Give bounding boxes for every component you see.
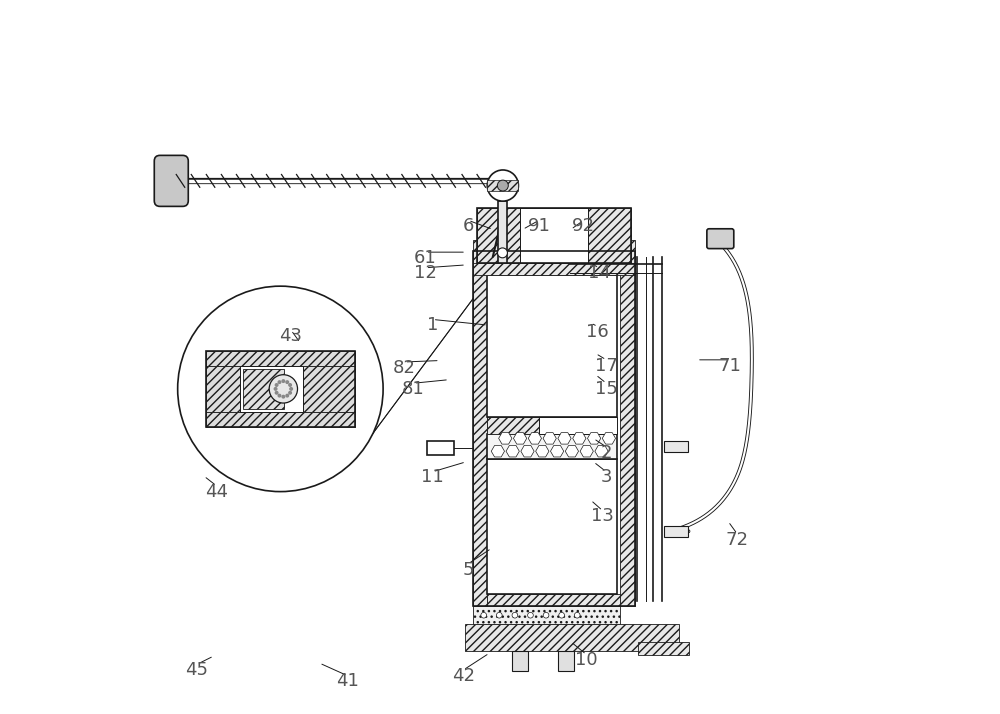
Bar [473, 251, 487, 606]
Circle shape [497, 180, 508, 191]
Bar [477, 208, 520, 263]
Circle shape [282, 380, 285, 383]
Bar [487, 416, 539, 434]
Text: 41: 41 [336, 673, 359, 690]
Circle shape [286, 394, 289, 397]
Circle shape [278, 394, 281, 397]
Text: 43: 43 [280, 327, 303, 345]
Circle shape [574, 613, 580, 618]
Text: 11: 11 [421, 468, 444, 486]
Text: 44: 44 [205, 483, 228, 501]
Circle shape [512, 613, 518, 618]
Circle shape [286, 381, 289, 383]
Text: 72: 72 [726, 531, 749, 549]
Circle shape [543, 613, 549, 618]
Circle shape [278, 381, 281, 383]
Text: 5: 5 [462, 560, 474, 578]
FancyBboxPatch shape [707, 228, 734, 248]
Circle shape [289, 383, 291, 386]
Text: 81: 81 [402, 380, 425, 398]
Circle shape [274, 388, 277, 390]
Text: 82: 82 [393, 358, 416, 376]
Circle shape [275, 383, 278, 386]
Bar [487, 459, 617, 593]
Circle shape [269, 375, 298, 403]
Circle shape [496, 613, 502, 618]
Circle shape [275, 391, 278, 394]
Text: 1: 1 [427, 316, 438, 334]
FancyBboxPatch shape [154, 156, 188, 206]
Text: 17: 17 [595, 356, 618, 375]
Circle shape [282, 396, 285, 398]
Bar [473, 263, 635, 275]
Text: 13: 13 [591, 508, 614, 526]
Bar [588, 208, 631, 263]
Bar [473, 251, 635, 606]
Bar [487, 434, 617, 459]
Bar [465, 624, 679, 651]
Bar [427, 441, 454, 456]
Bar [620, 240, 635, 606]
Text: 42: 42 [452, 667, 475, 685]
Bar [303, 366, 355, 411]
Bar [487, 180, 518, 191]
Bar [487, 593, 620, 606]
Text: 12: 12 [414, 264, 437, 283]
Bar [487, 275, 617, 416]
Bar [473, 606, 620, 624]
Bar [206, 366, 240, 411]
Circle shape [290, 388, 292, 390]
Text: 92: 92 [572, 217, 595, 235]
Bar [558, 651, 574, 671]
Bar [664, 526, 688, 537]
Text: 10: 10 [575, 651, 598, 669]
Bar [240, 366, 303, 411]
Bar [206, 411, 355, 427]
Bar [473, 240, 487, 606]
Bar [638, 642, 689, 655]
Text: 45: 45 [185, 661, 208, 679]
Text: 6: 6 [462, 217, 474, 235]
Bar [498, 201, 507, 263]
Text: 61: 61 [414, 248, 437, 267]
Bar [520, 208, 588, 263]
Text: 16: 16 [586, 323, 609, 341]
Circle shape [559, 613, 564, 618]
Text: 14: 14 [588, 264, 611, 283]
Bar [512, 651, 528, 671]
Text: 91: 91 [528, 217, 550, 235]
Circle shape [289, 391, 291, 394]
Circle shape [498, 248, 507, 258]
Circle shape [178, 286, 383, 492]
Bar [477, 208, 631, 263]
Text: 71: 71 [719, 356, 742, 375]
Text: 2: 2 [601, 443, 612, 462]
Circle shape [481, 613, 487, 618]
Circle shape [487, 170, 518, 201]
Bar [243, 369, 284, 408]
Bar [206, 351, 355, 366]
Text: 15: 15 [595, 380, 618, 398]
Circle shape [528, 613, 533, 618]
Bar [206, 351, 355, 427]
Text: 3: 3 [601, 468, 612, 486]
Bar [539, 416, 617, 434]
Bar [664, 441, 688, 452]
